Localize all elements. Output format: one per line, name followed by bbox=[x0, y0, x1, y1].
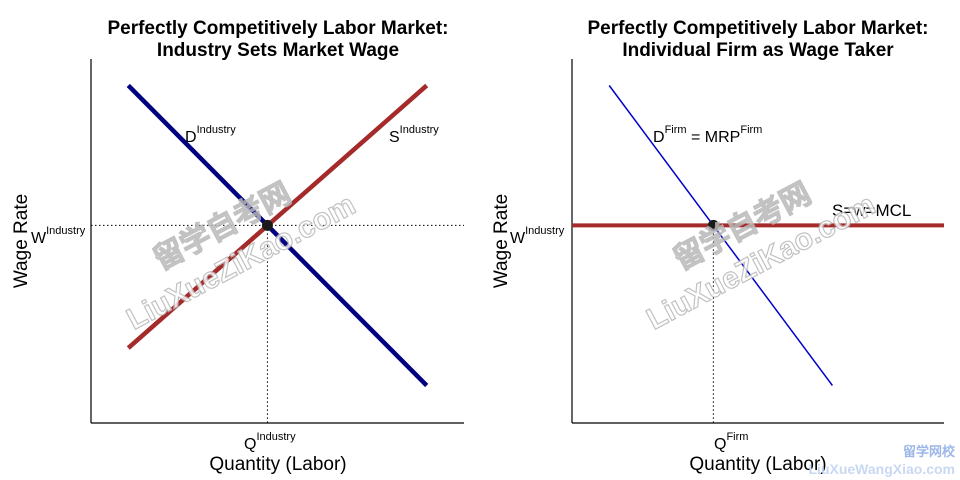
watermark-corner-latin: LiuXueWangXiao.com bbox=[809, 461, 956, 477]
left-supply-line bbox=[126, 83, 429, 350]
right-demand-line bbox=[608, 85, 834, 386]
left-demand-label: DIndustry bbox=[185, 124, 236, 146]
left-supply-label: SIndustry bbox=[389, 124, 439, 146]
right-demand-label: DFirm = MRPFirm bbox=[653, 124, 762, 146]
left-wage-tick-label: WIndustry bbox=[31, 225, 86, 247]
watermark-right: 留学自考网 LiuXueZiKao.com bbox=[641, 176, 881, 337]
left-demand-line bbox=[126, 83, 429, 388]
right-wage-tick-label: WIndustry bbox=[510, 225, 565, 247]
right-title-line2: Individual Firm as Wage Taker bbox=[622, 40, 894, 61]
right-title-line1: Perfectly Competitively Labor Market: bbox=[587, 18, 928, 39]
right-chart: Perfectly Competitively Labor Market: In… bbox=[491, 18, 944, 475]
left-title-line2: Industry Sets Market Wage bbox=[157, 40, 399, 61]
right-x-axis-title: Quantity (Labor) bbox=[689, 454, 826, 475]
watermark-corner: 留学网校 LiuXueWangXiao.com bbox=[809, 444, 956, 477]
watermark-corner-cn: 留学网校 bbox=[903, 444, 956, 459]
left-chart: Perfectly Competitively Labor Market: In… bbox=[11, 18, 464, 475]
left-equilibrium-point bbox=[261, 219, 273, 231]
left-title-line1: Perfectly Competitively Labor Market: bbox=[107, 18, 448, 39]
left-quantity-tick-label: QIndustry bbox=[244, 431, 296, 453]
left-y-axis-title: Wage Rate bbox=[11, 194, 32, 288]
left-x-axis-title: Quantity (Labor) bbox=[209, 454, 346, 475]
right-supply-label: S=w=MCL bbox=[832, 201, 911, 220]
right-quantity-tick-label: QFirm bbox=[714, 431, 748, 453]
right-equilibrium-point bbox=[707, 219, 719, 231]
right-y-axis-title: Wage Rate bbox=[491, 194, 512, 288]
